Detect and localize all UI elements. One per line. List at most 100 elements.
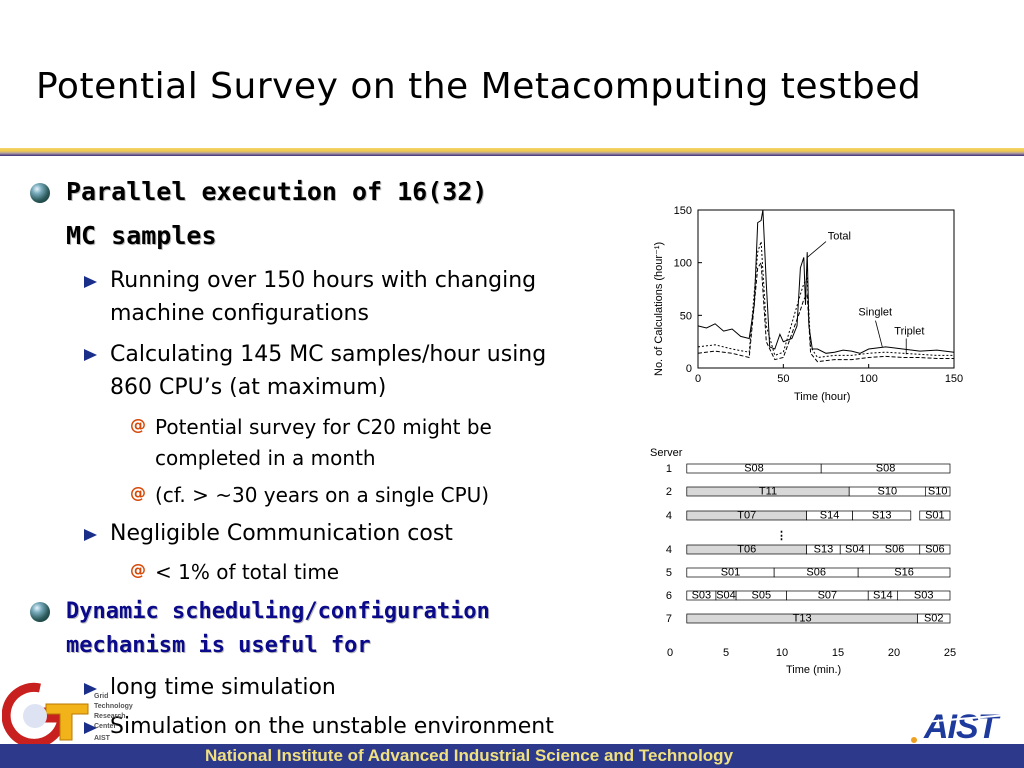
aist-logo-text: AIST: [923, 708, 1002, 746]
chart2-server-label: 6: [666, 590, 672, 602]
chart2-xtick-label: 10: [776, 647, 788, 659]
bullet-1-2-line1: Calculating 145 MC samples/hour using: [110, 342, 547, 367]
chart1-ytick-label: 150: [674, 205, 692, 217]
logo-line-center: Center: [94, 723, 116, 730]
chart2-plot-area: 1 S08 S08 2 T11 S10 S10 4 T07 S14 S13 S01 4 T06 S13 S04…: [666, 463, 956, 660]
footer-bar: National Institute of Advanced Industria…: [0, 744, 1024, 768]
chart2-task-label: T11: [759, 486, 777, 498]
chart2-server-label: 1: [666, 463, 672, 475]
bullet-1-2-line2: 860 CPU’s (at maximum): [110, 375, 387, 400]
chart2-task-label: S08: [876, 463, 896, 475]
chart2-task-bar: [917, 613, 951, 624]
chart2-task-bar: [857, 567, 951, 578]
chart2-task-label: S04: [845, 544, 865, 556]
chart2-xtick-label: 20: [888, 647, 900, 659]
footer-text: National Institute of Advanced Industria…: [205, 746, 734, 765]
bullet-1-3: Negligible Communication cost: [110, 521, 453, 546]
bullet-ball-icon: [30, 183, 50, 203]
chart1-ytick-label: 0: [686, 363, 692, 375]
chart2-server-label: 4: [666, 544, 672, 556]
slide-title: Potential Survey on the Metacomputing te…: [36, 66, 922, 107]
arrow-bullet-icon: [84, 722, 97, 734]
chart1-series-total: [697, 209, 955, 354]
chart2-task-label: S13: [814, 544, 834, 556]
chart2-xtick-label: 15: [832, 647, 844, 659]
logo-line-technology: Technology: [94, 703, 133, 710]
chart2-task-label: S05: [751, 590, 771, 602]
chart2-xlabel: Time (min.): [786, 664, 841, 676]
chart2-task-label: S14: [820, 510, 840, 522]
chart2-task-label: S06: [806, 567, 826, 579]
chart2-task-bar: [852, 510, 912, 521]
bullet-1-2-1-line1: Potential survey for C20 might be: [155, 415, 492, 439]
chart1-frame: [697, 209, 955, 369]
chart1-annotation-pointer: [806, 241, 827, 258]
chart1-annotation: Singlet: [858, 306, 892, 318]
swirl-bullet-icon: @: [130, 415, 146, 434]
chart2-ylabel: Server: [650, 447, 683, 459]
chart2-server-label: 2: [666, 486, 672, 498]
chart2-task-label: S14: [873, 590, 893, 602]
chart1-xtick-label: 50: [777, 373, 789, 385]
bullet-2-line1: Dynamic scheduling/configuration: [66, 599, 490, 624]
chart2-xtick-label: 25: [944, 647, 956, 659]
chart1-annotation-pointer: [875, 320, 883, 348]
bullet-1-2-1-line2: completed in a month: [155, 446, 376, 470]
chart2-task-label: S07: [818, 590, 838, 602]
bullet-1-1-line1: Running over 150 hours with changing: [110, 268, 537, 293]
chart2-task-bar: [897, 590, 951, 601]
logo-line-aist: AIST: [94, 735, 111, 742]
chart2-task-label: S10: [928, 486, 948, 498]
title-rule: [0, 148, 1024, 156]
chart1-series-singlet: [697, 241, 954, 359]
bullet-1-line1: Parallel execution of 16(32): [66, 177, 488, 206]
chart1-series-triplet: [697, 261, 954, 363]
chart2-ellipsis: ⋮: [776, 530, 787, 542]
bullet-2-2: Simulation on the unstable environment: [110, 714, 554, 739]
chart2-task-label: S02: [924, 613, 944, 625]
chart1-ytick-label: 100: [674, 258, 692, 270]
arrow-bullet-icon: [84, 349, 97, 361]
chart2-task-bar: [919, 544, 951, 555]
chart2-task-label: T07: [737, 510, 756, 522]
chart2-task-label: S03: [692, 590, 712, 602]
chart1-ytick-label: 50: [680, 310, 692, 322]
logo-line-research: Research: [94, 713, 126, 720]
chart1-xtick-label: 100: [859, 373, 877, 385]
chart2-task-label: S06: [885, 544, 905, 556]
chart2-task-label: S06: [925, 544, 945, 556]
chart2-server-label: 7: [666, 613, 672, 625]
gtrc-logo: Grid Technology Research Center AIST: [2, 682, 133, 744]
chart1-xlabel: Time (hour): [794, 391, 850, 403]
chart2-server-label: 5: [666, 567, 672, 579]
arrow-bullet-icon: [84, 276, 97, 288]
chart2-task-label: S04: [716, 590, 736, 602]
chart2-task-label: S10: [877, 486, 897, 498]
bullet-1-line2: MC samples: [66, 221, 217, 250]
chart2-task-label: T13: [793, 613, 812, 625]
aist-logo: AIST: [911, 708, 1019, 746]
logo-line-grid: Grid: [94, 693, 108, 700]
server-schedule-gantt-chart: Server Time (min.) ⋮ 1 S08 S08 2 T11 S10 S10 4 T…: [650, 447, 956, 676]
bullet-1-3-1: < 1% of total time: [155, 560, 340, 584]
chart1-xtick-label: 0: [695, 373, 701, 385]
chart2-task-label: S16: [894, 567, 914, 579]
swirl-bullet-icon: @: [130, 483, 146, 502]
arrow-bullet-icon: [84, 683, 97, 695]
bullet-ball-icon: [30, 602, 50, 622]
calculations-line-chart: No. of Calculations (hour⁻¹) Time (hour)…: [653, 205, 964, 403]
chart1-annotation: Total: [828, 230, 851, 242]
chart2-task-label: T06: [737, 544, 756, 556]
chart2-task-label: S13: [872, 510, 892, 522]
chart2-task-bar: [820, 463, 951, 474]
chart2-task-bar: [919, 510, 951, 521]
chart1-xtick-label: 150: [945, 373, 963, 385]
chart1-annotation: Triplet: [894, 325, 924, 337]
bullet-2-line2: mechanism is useful for: [66, 633, 371, 658]
chart2-xtick-label: 0: [667, 647, 673, 659]
chart2-task-label: S03: [914, 590, 934, 602]
chart2-server-label: 4: [666, 510, 672, 522]
chart2-xtick-label: 5: [723, 647, 729, 659]
swirl-bullet-icon: @: [130, 560, 146, 579]
